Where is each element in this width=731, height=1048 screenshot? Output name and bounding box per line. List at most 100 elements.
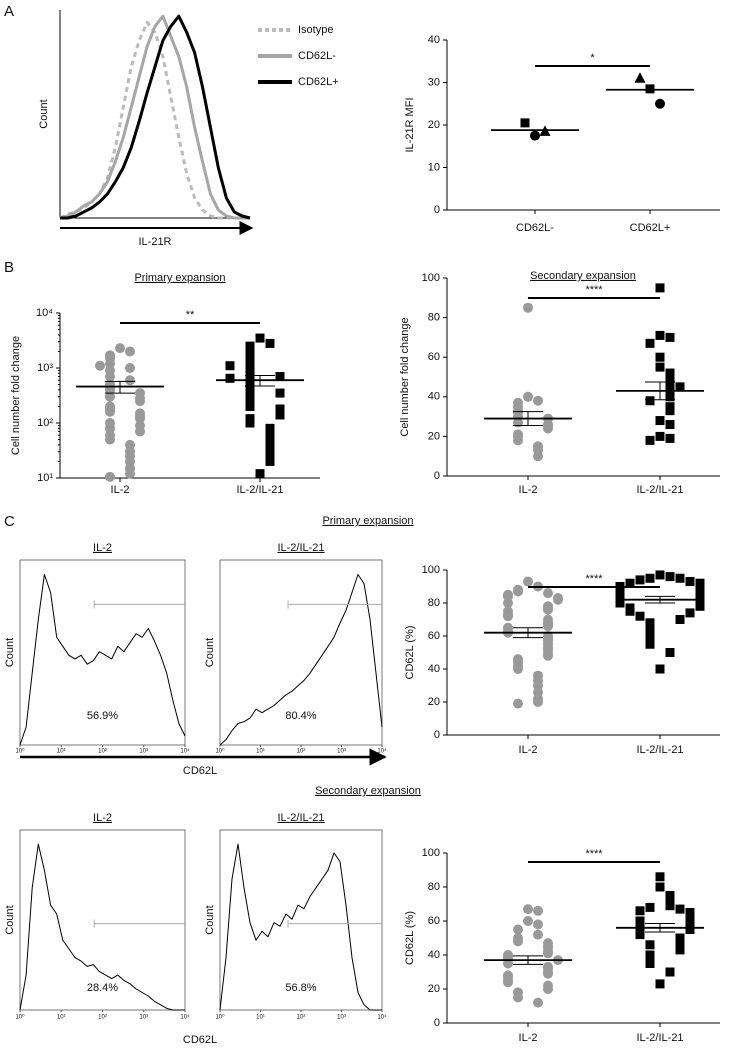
y-tick-label: 30: [428, 76, 440, 88]
histogram-curve: [59, 14, 250, 220]
data-point: [685, 608, 695, 618]
y-axis-label: CD62L (%): [404, 626, 416, 680]
x-tick-label: 10¹: [256, 749, 265, 755]
data-point: [530, 130, 540, 141]
data-point: [533, 997, 543, 1008]
data-point: [635, 930, 645, 940]
significance-label: **: [186, 309, 195, 321]
histogram-curve: [219, 574, 383, 746]
data-point: [675, 573, 685, 583]
x-tick-label: 10⁰: [15, 1014, 25, 1021]
y-tick-label: 10²: [37, 417, 53, 429]
y-tick-label: 100: [422, 564, 440, 576]
y-tick-label: 60: [428, 351, 440, 363]
x-tick-label: 10⁰: [215, 748, 225, 755]
x-tick-label: 10⁰: [215, 1014, 225, 1021]
panel-label: A: [4, 3, 14, 20]
data-point: [645, 902, 655, 912]
data-point: [675, 615, 685, 624]
histogram-title: IL-2/IL-21: [277, 812, 324, 824]
data-point: [503, 611, 513, 622]
data-point: [245, 343, 255, 353]
data-point: [543, 650, 553, 661]
data-point: [615, 598, 625, 608]
data-point: [655, 979, 665, 989]
data-point: [695, 601, 705, 611]
y-tick-label: 0: [434, 1017, 440, 1029]
y-tick-label: 80: [428, 312, 440, 324]
data-point: [125, 363, 135, 373]
data-point: [513, 664, 523, 674]
x-axis-label: IL-21R: [138, 236, 171, 248]
legend-label: CD62L+: [298, 76, 339, 88]
x-tick-label: 10¹: [256, 1015, 265, 1021]
data-point: [245, 385, 255, 395]
x-tick-label: IL-2/IL-21: [636, 1032, 683, 1044]
data-point: [523, 576, 533, 587]
data-point: [533, 929, 543, 940]
x-tick-label: 10¹: [57, 749, 66, 755]
data-point: [95, 360, 105, 371]
data-point: [513, 698, 523, 709]
data-point: [265, 338, 275, 348]
data-point: [635, 906, 645, 916]
y-tick-label: 100: [422, 272, 440, 284]
data-point: [675, 904, 685, 914]
y-tick-label: 0: [434, 204, 440, 216]
gate-percent: 56.8%: [285, 982, 316, 994]
y-tick-label: 40: [428, 391, 440, 403]
y-axis-label: Count: [4, 905, 16, 934]
data-point: [665, 392, 675, 402]
data-point: [645, 639, 655, 649]
y-axis-label: Cell number fold change: [399, 317, 411, 436]
data-point: [513, 435, 523, 446]
data-point: [543, 604, 553, 615]
data-point: [513, 924, 523, 935]
data-point: [135, 396, 145, 407]
x-tick-label: 10⁴: [180, 1014, 190, 1021]
data-point: [655, 330, 665, 340]
data-point: [655, 283, 665, 293]
data-point: [645, 634, 655, 644]
data-point: [685, 925, 695, 934]
data-point: [665, 433, 675, 443]
data-point: [115, 343, 125, 354]
data-point: [645, 338, 655, 348]
legend-label: Isotype: [298, 24, 333, 36]
data-point: [105, 358, 115, 369]
histogram-curve: [19, 574, 186, 746]
data-point: [543, 621, 553, 632]
y-tick-label: 10⁴: [36, 307, 53, 319]
y-tick-label: 80: [428, 881, 440, 893]
x-tick-label: 10³: [139, 1015, 148, 1021]
data-point: [655, 664, 665, 674]
data-point: [665, 406, 675, 416]
y-tick-label: 100: [422, 847, 440, 859]
data-point: [635, 575, 645, 585]
data-point: [265, 423, 275, 433]
section-title: Secondary expansion: [315, 785, 421, 797]
data-point: [533, 697, 543, 707]
x-tick-label: 10¹: [57, 1015, 66, 1021]
x-tick-label: IL-2/IL-21: [636, 744, 683, 756]
data-point: [503, 958, 513, 969]
y-tick-label: 60: [428, 630, 440, 642]
x-tick-label: IL-2/IL-21: [636, 484, 683, 496]
data-point: [125, 439, 135, 450]
x-tick-label: IL-2: [111, 484, 130, 496]
section-title: Primary expansion: [322, 515, 413, 527]
data-point: [645, 953, 655, 963]
data-point: [245, 401, 255, 411]
data-point: [265, 440, 275, 450]
data-point: [275, 410, 285, 420]
data-point: [543, 948, 553, 959]
data-point: [665, 648, 675, 657]
data-point: [225, 373, 235, 383]
x-tick-label: 10⁴: [377, 748, 387, 755]
data-point: [245, 368, 255, 378]
x-tick-label: CD62L-: [516, 222, 554, 234]
data-point: [665, 376, 675, 386]
data-point: [105, 406, 115, 417]
y-axis-label: Count: [4, 638, 16, 667]
x-tick-label: 10³: [337, 749, 346, 755]
